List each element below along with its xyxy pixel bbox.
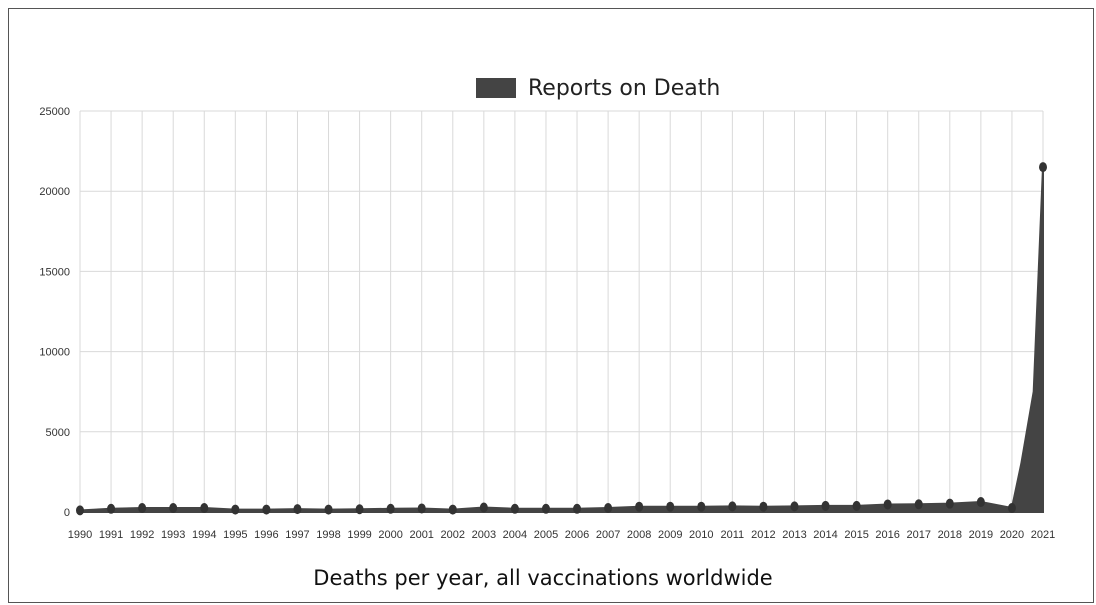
x-tick-label: 2001 bbox=[409, 529, 433, 541]
data-point bbox=[759, 501, 768, 512]
x-tick-label: 2007 bbox=[596, 529, 620, 541]
x-tick-label: 2021 bbox=[1031, 529, 1055, 541]
y-tick-label: 0 bbox=[64, 507, 70, 519]
data-point bbox=[293, 504, 302, 515]
x-tick-label: 2009 bbox=[658, 529, 682, 541]
data-point bbox=[1007, 502, 1016, 513]
x-tick-label: 1991 bbox=[99, 529, 123, 541]
data-point bbox=[1039, 162, 1047, 173]
y-tick-label: 15000 bbox=[39, 266, 70, 278]
x-tick-label: 2005 bbox=[534, 529, 558, 541]
data-point bbox=[231, 504, 240, 515]
data-point bbox=[573, 503, 582, 514]
data-point bbox=[262, 504, 271, 515]
data-point bbox=[728, 501, 737, 512]
x-tick-label: 2003 bbox=[472, 529, 496, 541]
data-point bbox=[604, 502, 613, 513]
x-tick-label: 2017 bbox=[906, 529, 930, 541]
x-tick-label: 1993 bbox=[161, 529, 185, 541]
data-point bbox=[355, 504, 364, 515]
x-tick-label: 2002 bbox=[441, 529, 465, 541]
x-tick-label: 2008 bbox=[627, 529, 651, 541]
y-tick-label: 25000 bbox=[39, 106, 70, 118]
data-point bbox=[448, 504, 457, 515]
data-point bbox=[883, 499, 892, 510]
x-tick-label: 2010 bbox=[689, 529, 713, 541]
data-point bbox=[138, 502, 147, 513]
x-tick-label: 1992 bbox=[130, 529, 154, 541]
x-tick-label: 2018 bbox=[938, 529, 962, 541]
x-tick-label: 1995 bbox=[223, 529, 247, 541]
data-point bbox=[510, 503, 519, 514]
data-point bbox=[914, 499, 923, 510]
grid bbox=[79, 110, 1044, 513]
x-tick-label: 1996 bbox=[254, 529, 278, 541]
y-tick-label: 5000 bbox=[46, 427, 70, 439]
data-point bbox=[76, 505, 84, 516]
data-point bbox=[417, 503, 426, 514]
x-tick-label: 2012 bbox=[751, 529, 775, 541]
x-axis-ticks: 1990 1991 1992 1993 1994 1995 1996 1997 1998 1999… bbox=[68, 529, 1055, 541]
y-tick-label: 20000 bbox=[39, 186, 70, 198]
x-tick-label: 2016 bbox=[875, 529, 899, 541]
data-point bbox=[479, 502, 488, 513]
x-tick-label: 1994 bbox=[192, 529, 216, 541]
data-point bbox=[666, 501, 675, 512]
data-point bbox=[169, 502, 178, 513]
data-point bbox=[945, 498, 954, 509]
x-tick-label: 2019 bbox=[969, 529, 993, 541]
data-point bbox=[635, 501, 644, 512]
x-tick-label: 2020 bbox=[1000, 529, 1024, 541]
x-tick-label: 2004 bbox=[503, 529, 527, 541]
y-axis-ticks: 0 5000 10000 15000 20000 25000 bbox=[39, 106, 70, 519]
data-point bbox=[541, 503, 550, 514]
x-tick-label: 2015 bbox=[844, 529, 868, 541]
x-tick-label: 2013 bbox=[782, 529, 806, 541]
legend: Reports on Death bbox=[476, 76, 720, 101]
data-point bbox=[976, 497, 985, 508]
x-tick-label: 2014 bbox=[813, 529, 837, 541]
chart-caption: Deaths per year, all vaccinations worldw… bbox=[313, 566, 772, 590]
series-layer bbox=[76, 162, 1047, 516]
series-area bbox=[79, 167, 1044, 513]
x-tick-label: 1990 bbox=[68, 529, 92, 541]
data-point bbox=[821, 500, 830, 511]
data-point bbox=[200, 502, 209, 513]
x-tick-label: 2011 bbox=[721, 529, 745, 541]
data-point bbox=[697, 501, 706, 512]
data-point bbox=[790, 501, 799, 512]
x-tick-label: 1997 bbox=[285, 529, 309, 541]
x-tick-label: 1998 bbox=[316, 529, 340, 541]
x-tick-label: 2000 bbox=[378, 529, 402, 541]
data-point bbox=[107, 503, 116, 514]
legend-label: Reports on Death bbox=[528, 76, 720, 101]
x-tick-label: 2006 bbox=[565, 529, 589, 541]
x-tick-label: 1999 bbox=[347, 529, 371, 541]
data-point bbox=[324, 504, 333, 515]
data-point bbox=[852, 500, 861, 511]
data-point bbox=[386, 503, 395, 514]
legend-swatch bbox=[476, 78, 516, 98]
y-tick-label: 10000 bbox=[39, 347, 70, 359]
